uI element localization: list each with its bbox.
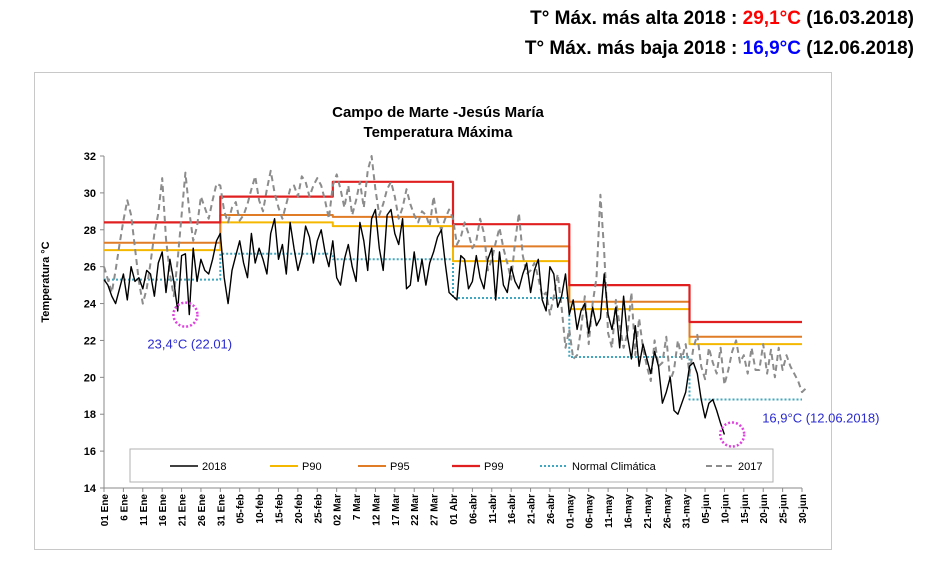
max-high-value: 29,1°C: [742, 8, 801, 29]
x-tick-label: 01-may: [565, 494, 576, 529]
x-tick-label: 20-feb: [294, 494, 305, 523]
max-low-line: T° Máx. más baja 2018 : 16,9°C (12.06.20…: [525, 34, 914, 64]
x-tick-label: 17 Mar: [391, 494, 402, 526]
x-tick-label: 10-feb: [255, 494, 266, 523]
x-tick-label: 06-may: [585, 494, 596, 529]
y-tick-label: 30: [84, 188, 96, 200]
x-tick-label: 16-abr: [507, 494, 518, 524]
x-tick-label: 10-jun: [720, 494, 731, 523]
max-high-date: (16.03.2018): [800, 8, 914, 29]
y-tick-label: 16: [84, 446, 96, 458]
annotation-label: 16,9°C (12.06.2018): [762, 411, 879, 426]
x-tick-label: 15-jun: [740, 494, 751, 523]
x-tick-label: 21 Ene: [178, 494, 189, 527]
x-tick-label: 6 Ene: [119, 494, 130, 521]
x-tick-label: 05-feb: [236, 494, 247, 523]
x-tick-label: 22 Mar: [410, 494, 421, 526]
x-tick-label: 11-may: [604, 494, 615, 528]
x-tick-label: 26-abr: [546, 494, 557, 524]
series-line-2018: [103, 208, 726, 435]
series-line-normal-climatica: [104, 252, 802, 401]
x-tick-label: 31-may: [682, 494, 693, 529]
chart-subtitle: Temperatura Máxima: [364, 124, 514, 141]
legend-label: Normal Climática: [572, 461, 657, 473]
x-tick-label: 20-jun: [759, 494, 770, 523]
legend-label: P90: [302, 461, 322, 473]
legend-label: P99: [484, 461, 504, 473]
x-tick-label: 27 Mar: [430, 494, 441, 526]
annotation-marker: [172, 301, 199, 328]
x-tick-label: 06-abr: [468, 494, 479, 524]
max-high-line: T° Máx. más alta 2018 : 29,1°C (16.03.20…: [525, 4, 914, 34]
y-tick-label: 22: [84, 335, 96, 347]
x-tick-label: 12 Mar: [371, 494, 382, 526]
y-tick-label: 28: [84, 225, 96, 237]
y-axis-label: Temperatura °C: [40, 241, 52, 322]
annotation-marker: [718, 421, 746, 448]
x-tick-label: 16 Ene: [158, 494, 169, 527]
y-tick-label: 20: [84, 372, 96, 384]
y-tick-label: 24: [84, 299, 97, 311]
legend-box: [129, 448, 774, 483]
x-tick-label: 25-jun: [779, 494, 790, 523]
max-low-date: (12.06.2018): [800, 38, 914, 59]
x-tick-label: 26-may: [662, 494, 673, 529]
series-layer: [103, 155, 807, 435]
x-tick-label: 05-jun: [701, 494, 712, 523]
max-low-label: T° Máx. más baja 2018 :: [524, 38, 743, 59]
x-tick-label: 11 Ene: [139, 494, 150, 526]
x-tick-label: 01 Ene: [100, 494, 111, 527]
x-tick-label: 25-feb: [313, 494, 324, 523]
stats-header: T° Máx. más alta 2018 : 29,1°C (16.03.20…: [525, 4, 914, 64]
x-tick-label: 01 Abr: [449, 494, 460, 525]
series-line-p99: [104, 180, 802, 324]
legend-label: 2018: [202, 461, 226, 473]
x-tick-label: 21-abr: [527, 494, 538, 524]
legend: 2018 P90 P95 P99 Normal Climática 2017: [129, 448, 774, 483]
axes: 14 16 18 20 22 24 26 28 30 32 01 Ene 6 Ene 11 Ene 16 …: [84, 151, 809, 528]
x-tick-label: 30-jun: [798, 494, 809, 523]
max-low-value: 16,9°C: [742, 38, 801, 59]
x-tick-label: 26 Ene: [197, 494, 208, 527]
legend-label: P95: [390, 461, 410, 473]
x-tick-label: 15-feb: [275, 494, 286, 523]
annotation-layer: 23,4°C (22.01) 16,9°C (12.06.2018): [147, 301, 879, 448]
y-tick-label: 26: [84, 262, 96, 274]
x-tick-label: 11-abr: [488, 494, 499, 524]
max-high-label: T° Máx. más alta 2018 :: [530, 8, 743, 29]
x-tick-label: 21-may: [643, 494, 654, 529]
y-tick-label: 14: [84, 483, 97, 495]
x-tick-label: 31 Ene: [216, 494, 227, 527]
x-tick-label: 02 Mar: [333, 494, 344, 526]
x-tick-label: 16-may: [624, 494, 635, 529]
y-tick-label: 18: [84, 409, 96, 421]
y-tick-label: 32: [84, 151, 96, 163]
chart-title: Campo de Marte -Jesús María: [332, 104, 544, 121]
annotation-label: 23,4°C (22.01): [147, 337, 232, 352]
x-tick-label: 7 Mar: [352, 494, 363, 520]
legend-label: 2017: [738, 461, 762, 473]
